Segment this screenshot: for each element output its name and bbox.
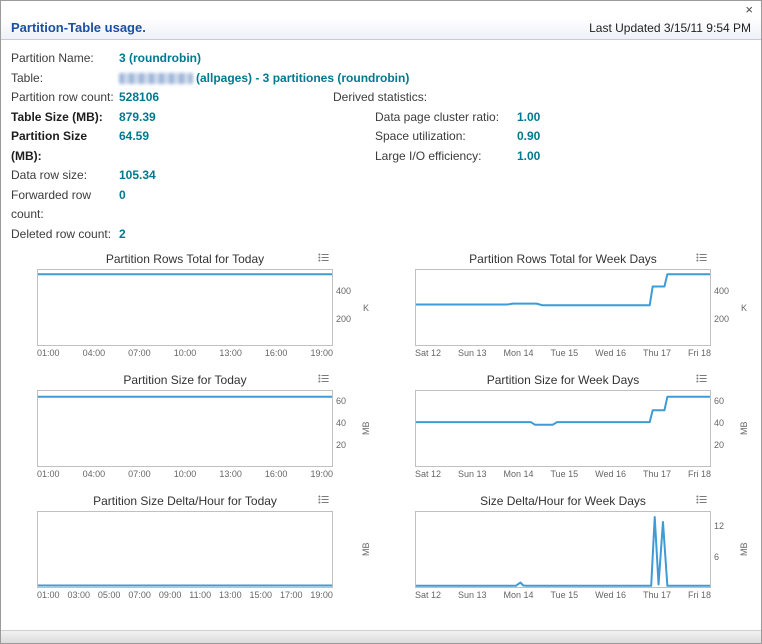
io-efficiency-label: Large I/O efficiency: [375,148,482,163]
chart-plot [37,269,333,346]
chart-menu-icon[interactable] [318,253,329,262]
y-axis-ticks [333,511,359,588]
partition-size-value: 64.59 [119,129,150,143]
info-section: Partition Name: 3 (roundrobin) Table: (a… [1,40,761,246]
chart-title: Size Delta/Hour for Week Days [480,494,646,508]
y-axis-unit: MB [361,421,371,436]
y-axis-unit: K [362,302,369,313]
table-value: (allpages) - 3 partitiones (roundrobin) [119,68,409,88]
partition-name-row: Partition Name: 3 (roundrobin) [11,48,751,68]
chart-partition-size-week: Partition Size for Week Days 20 40 60 MB Sa… [389,373,751,482]
redacted-table-name [119,73,193,85]
chart-title: Partition Rows Total for Today [105,252,265,266]
derived-stats-header: Derived statistics: [333,90,428,104]
partition-name-value: 3 (roundrobin) [119,51,201,65]
chart-menu-icon[interactable] [696,253,707,262]
table-value-visible: (allpages) - 3 partitiones (roundrobin) [196,71,410,85]
stat-row: Deleted row count: 2 [11,225,333,245]
table-row: Table: (allpages) - 3 partitiones (round… [11,68,751,88]
chart-partition-rows-today: Partition Rows Total for Today 200 400 K 0… [11,252,373,361]
header-bar: Partition-Table usage. Last Updated 3/15… [1,18,761,40]
y-axis-ticks: 200 400 [714,286,730,324]
cluster-ratio-value: 1.00 [517,109,541,124]
stat-row: Large I/O efficiency: 1.00 [333,147,751,167]
charts-grid: Partition Rows Total for Today 200 400 K 0… [1,246,761,603]
stat-row: Data page cluster ratio: 1.00 [333,108,751,128]
partition-name-label: Partition Name: [11,51,94,65]
x-axis-labels: 01:00 04:00 07:00 10:00 13:00 16:00 19:00 [37,348,333,358]
page-title: Partition-Table usage. [11,20,146,35]
x-axis-labels: 01:00 03:00 05:00 07:00 09:00 11:00 13:00 15:00… [37,590,333,600]
io-efficiency-value: 1.00 [517,148,541,163]
window-chrome: × [1,1,761,18]
partition-row-count-value: 528106 [119,90,160,104]
chart-partition-size-today: Partition Size for Today 20 40 60 MB 01:00 0… [11,373,373,482]
chart-menu-icon[interactable] [696,374,707,383]
x-axis-labels: Sat 12 Sun 13 Mon 14 Tue 15 Wed 16 Thu 17 Fri … [415,590,711,600]
chart-plot [415,269,711,346]
stats-columns: Partition row count: 528106 Table Size (… [11,88,751,244]
x-axis-labels: Sat 12 Sun 13 Mon 14 Tue 15 Wed 16 Thu 17 Fri … [415,348,711,358]
y-axis-ticks: 20 40 60 [336,396,347,450]
data-row-size-value: 105.34 [119,168,156,182]
partition-size-label: Partition Size (MB): [11,129,88,163]
stat-row: Partition Size (MB): 64.59 [11,127,333,166]
y-axis-unit: MB [739,542,749,557]
chart-plot [415,390,711,467]
x-axis-labels: 01:00 04:00 07:00 10:00 13:00 16:00 19:00 [37,469,333,479]
chart-title: Partition Size Delta/Hour for Today [93,494,277,508]
chart-title: Partition Size for Today [123,373,247,387]
stat-row: Space utilization: 0.90 [333,127,751,147]
chart-size-delta-today: Partition Size Delta/Hour for Today MB 0… [11,494,373,603]
table-size-label: Table Size (MB): [11,109,103,124]
forwarded-row-count-value: 0 [119,187,126,202]
chart-plot [415,511,711,588]
chart-partition-rows-week: Partition Rows Total for Week Days 200 40… [389,252,751,361]
chart-size-delta-week: Size Delta/Hour for Week Days 6 12 MB Sat … [389,494,751,603]
data-row-size-label: Data row size: [11,168,88,182]
y-axis-ticks: 20 40 60 [714,396,725,450]
deleted-row-count-value: 2 [119,226,126,241]
y-axis-ticks: 200 400 [336,286,352,324]
y-axis-unit: MB [361,542,371,557]
cluster-ratio-label: Data page cluster ratio: [375,109,500,124]
deleted-row-count-label: Deleted row count: [11,226,112,241]
partition-stats-column: Partition row count: 528106 Table Size (… [11,88,333,244]
stat-row: Data row size: 105.34 [11,166,333,186]
stat-row: Partition row count: 528106 [11,88,333,108]
window-resize-bar [1,630,761,643]
table-size-value: 879.39 [119,109,156,124]
last-updated-text: Last Updated 3/15/11 9:54 PM [589,20,751,35]
chart-title: Partition Rows Total for Week Days [469,252,657,266]
chart-menu-icon[interactable] [696,495,707,504]
x-axis-labels: Sat 12 Sun 13 Mon 14 Tue 15 Wed 16 Thu 17 Fri … [415,469,711,479]
close-button[interactable]: × [745,2,753,17]
chart-menu-icon[interactable] [318,374,329,383]
forwarded-row-count-label: Forwarded row count: [11,187,92,222]
chart-menu-icon[interactable] [318,495,329,504]
stat-row: Table Size (MB): 879.39 [11,108,333,128]
table-label: Table: [11,71,44,85]
space-utilization-value: 0.90 [517,129,541,143]
derived-stats-column: Derived statistics: Data page cluster ra… [333,88,751,244]
y-axis-ticks: 6 12 [714,521,725,563]
chart-title: Partition Size for Week Days [486,373,640,387]
y-axis-unit: MB [739,421,749,436]
y-axis-unit: K [740,302,747,313]
chart-plot [37,390,333,467]
chart-plot [37,511,333,588]
stat-row: Forwarded row count: 0 [11,186,333,225]
space-utilization-label: Space utilization: [375,129,466,143]
partition-row-count-label: Partition row count: [11,90,114,104]
